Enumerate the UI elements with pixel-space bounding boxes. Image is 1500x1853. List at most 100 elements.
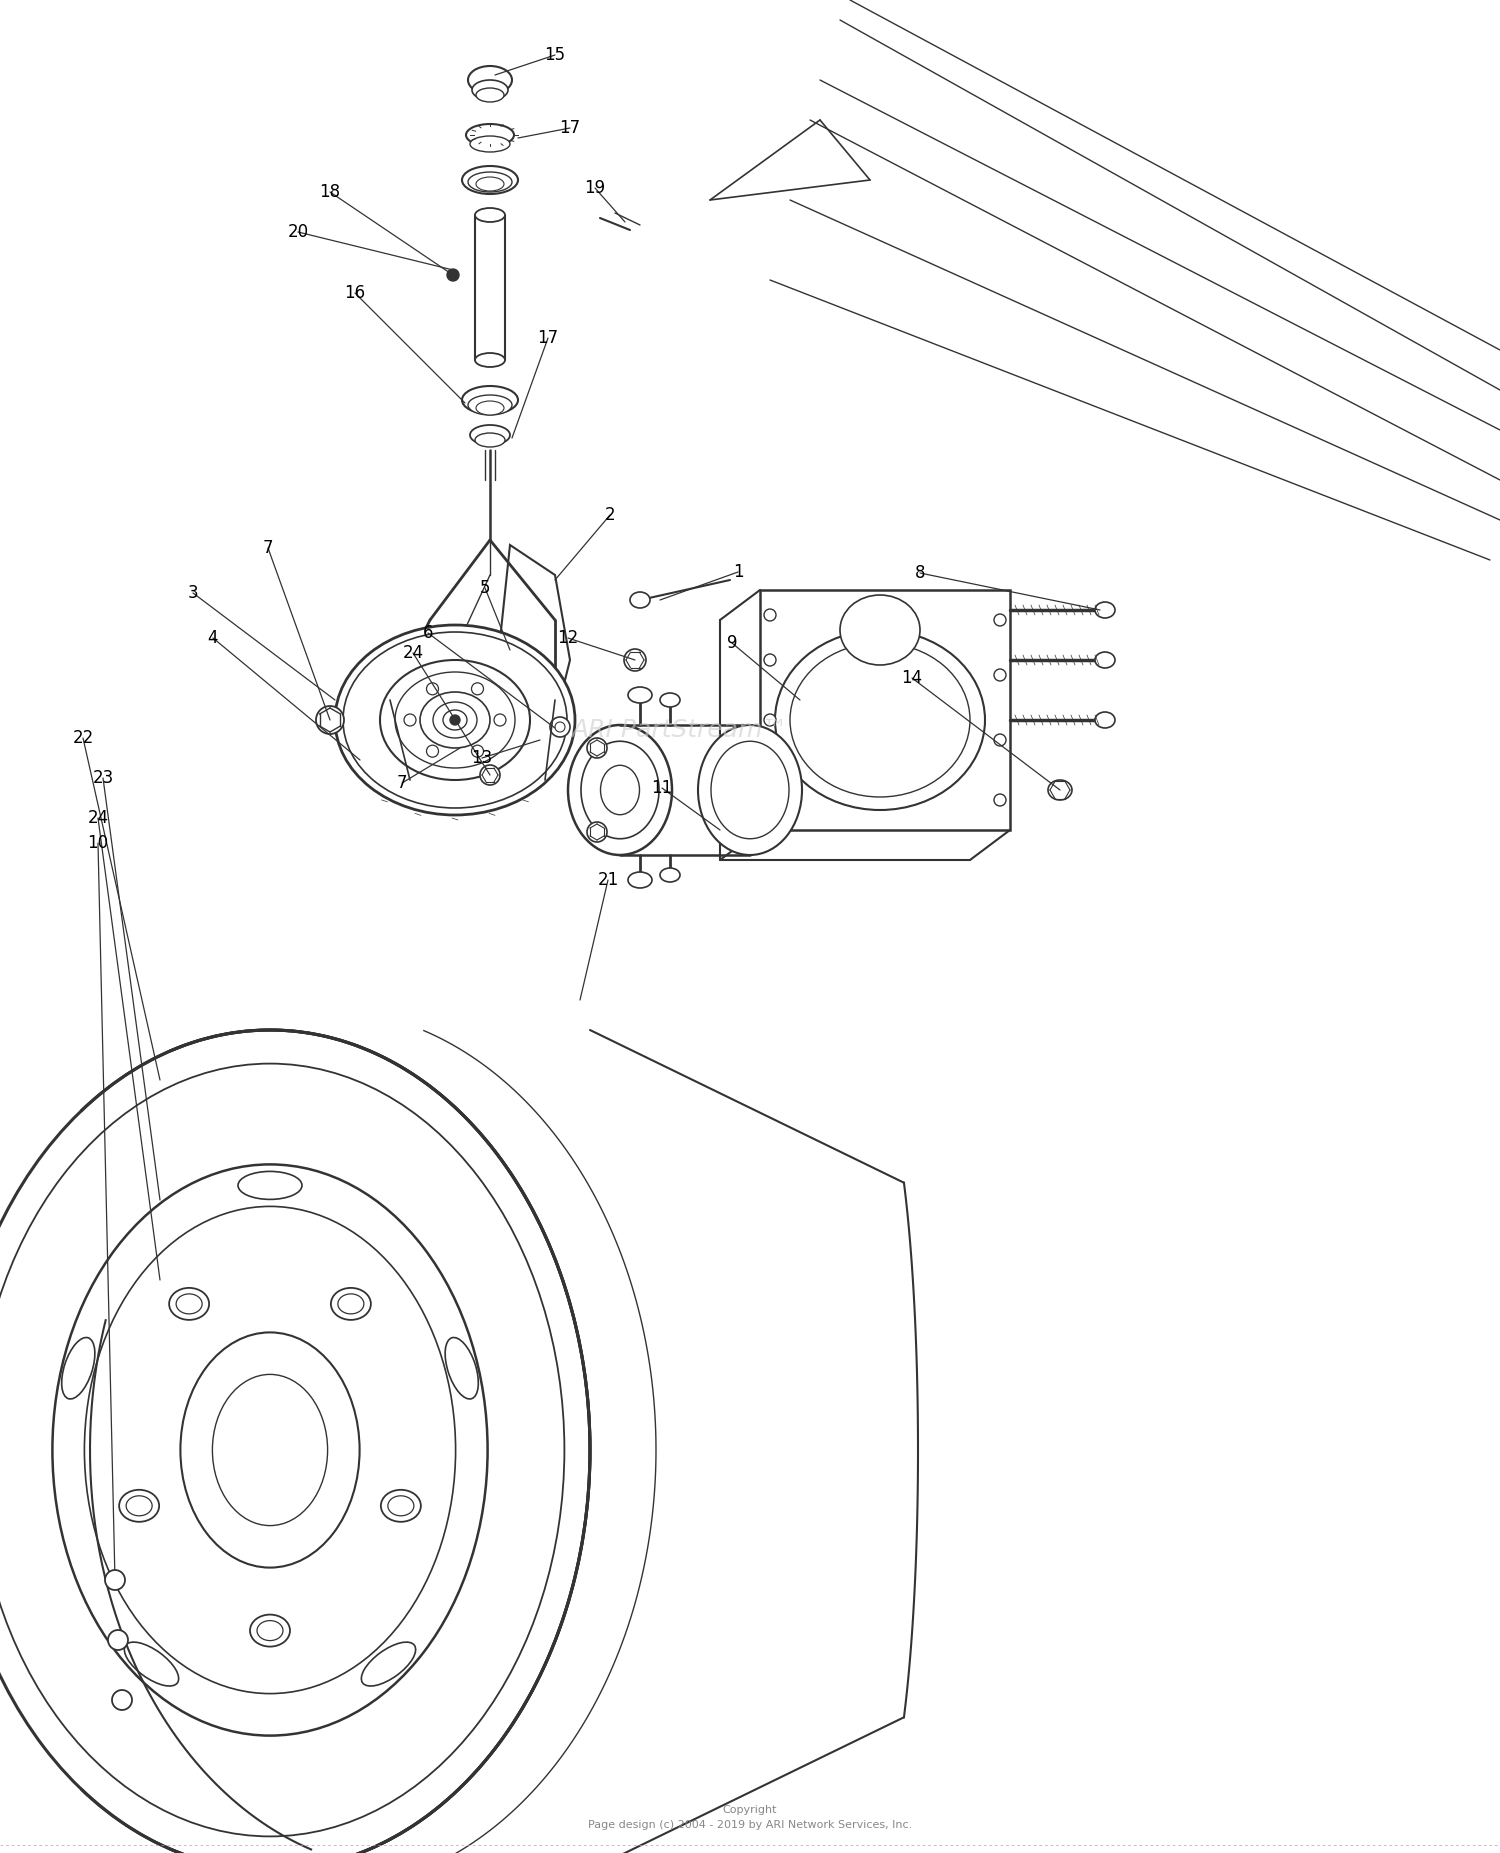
- Circle shape: [764, 610, 776, 621]
- Ellipse shape: [470, 135, 510, 152]
- Text: 17: 17: [560, 119, 580, 137]
- Circle shape: [586, 737, 608, 758]
- Ellipse shape: [1095, 652, 1114, 667]
- Ellipse shape: [628, 687, 652, 702]
- Ellipse shape: [380, 660, 530, 780]
- Circle shape: [112, 1690, 132, 1710]
- Text: 24: 24: [87, 810, 108, 826]
- Circle shape: [994, 734, 1006, 747]
- Ellipse shape: [580, 741, 658, 839]
- Circle shape: [764, 713, 776, 726]
- Text: 5: 5: [480, 578, 490, 597]
- Ellipse shape: [176, 1293, 202, 1314]
- Circle shape: [555, 723, 566, 732]
- Text: 21: 21: [597, 871, 618, 889]
- Ellipse shape: [472, 80, 508, 100]
- Text: Copyright: Copyright: [723, 1805, 777, 1814]
- Text: 19: 19: [585, 180, 606, 196]
- Text: 15: 15: [544, 46, 566, 65]
- Circle shape: [426, 745, 438, 758]
- Text: 12: 12: [558, 628, 579, 647]
- Text: 8: 8: [915, 563, 926, 582]
- Circle shape: [494, 713, 506, 726]
- Text: 6: 6: [423, 624, 433, 641]
- Circle shape: [108, 1631, 128, 1649]
- Text: 7: 7: [262, 539, 273, 558]
- Ellipse shape: [394, 673, 514, 767]
- Text: 1: 1: [732, 563, 744, 582]
- Ellipse shape: [466, 124, 514, 146]
- Ellipse shape: [213, 1375, 327, 1525]
- Ellipse shape: [476, 400, 504, 415]
- Ellipse shape: [362, 1642, 416, 1686]
- Ellipse shape: [433, 702, 477, 737]
- Ellipse shape: [170, 1288, 208, 1319]
- Ellipse shape: [462, 167, 518, 195]
- Ellipse shape: [0, 1030, 590, 1853]
- Circle shape: [550, 717, 570, 737]
- Circle shape: [624, 649, 646, 671]
- Ellipse shape: [126, 1495, 152, 1516]
- Ellipse shape: [468, 395, 512, 415]
- Circle shape: [994, 613, 1006, 626]
- Text: 2: 2: [604, 506, 615, 524]
- Text: 9: 9: [726, 634, 738, 652]
- Ellipse shape: [388, 1495, 414, 1516]
- Ellipse shape: [420, 691, 491, 749]
- Text: 20: 20: [288, 222, 309, 241]
- Text: 3: 3: [188, 584, 198, 602]
- Ellipse shape: [476, 178, 504, 191]
- Ellipse shape: [334, 624, 574, 815]
- Circle shape: [316, 706, 344, 734]
- Circle shape: [426, 682, 438, 695]
- Text: 22: 22: [72, 728, 93, 747]
- Text: 23: 23: [93, 769, 114, 788]
- Circle shape: [404, 713, 416, 726]
- Ellipse shape: [180, 1332, 360, 1568]
- Ellipse shape: [338, 1293, 364, 1314]
- Circle shape: [994, 669, 1006, 682]
- Text: 16: 16: [345, 284, 366, 302]
- Text: 10: 10: [87, 834, 108, 852]
- Circle shape: [764, 654, 776, 665]
- Ellipse shape: [332, 1288, 370, 1319]
- Circle shape: [994, 793, 1006, 806]
- Text: 11: 11: [651, 778, 672, 797]
- Ellipse shape: [0, 1064, 564, 1836]
- Circle shape: [105, 1569, 125, 1590]
- Ellipse shape: [698, 725, 802, 854]
- Ellipse shape: [446, 1338, 478, 1399]
- Ellipse shape: [476, 87, 504, 102]
- Ellipse shape: [84, 1206, 456, 1694]
- Circle shape: [447, 269, 459, 282]
- Ellipse shape: [660, 693, 680, 708]
- Polygon shape: [760, 589, 1010, 830]
- Ellipse shape: [468, 172, 512, 193]
- Text: Page design (c) 2004 - 2019 by ARI Network Services, Inc.: Page design (c) 2004 - 2019 by ARI Netwo…: [588, 1820, 912, 1831]
- Ellipse shape: [344, 632, 567, 808]
- Text: 14: 14: [902, 669, 922, 687]
- Ellipse shape: [238, 1171, 302, 1199]
- Ellipse shape: [251, 1614, 290, 1647]
- Text: 4: 4: [207, 628, 219, 647]
- Ellipse shape: [462, 385, 518, 413]
- Text: 17: 17: [537, 330, 558, 347]
- Circle shape: [480, 765, 500, 786]
- Ellipse shape: [62, 1338, 94, 1399]
- Ellipse shape: [470, 424, 510, 445]
- Ellipse shape: [256, 1621, 284, 1640]
- Ellipse shape: [776, 630, 986, 810]
- Ellipse shape: [628, 873, 652, 888]
- Ellipse shape: [124, 1642, 178, 1686]
- Ellipse shape: [1095, 602, 1114, 619]
- Ellipse shape: [630, 591, 650, 608]
- Ellipse shape: [1095, 712, 1114, 728]
- Ellipse shape: [476, 354, 506, 367]
- Ellipse shape: [381, 1490, 422, 1521]
- Text: 18: 18: [320, 183, 340, 200]
- Ellipse shape: [476, 434, 506, 447]
- Ellipse shape: [118, 1490, 159, 1521]
- Text: 24: 24: [402, 645, 423, 662]
- Ellipse shape: [568, 725, 672, 854]
- Ellipse shape: [476, 208, 506, 222]
